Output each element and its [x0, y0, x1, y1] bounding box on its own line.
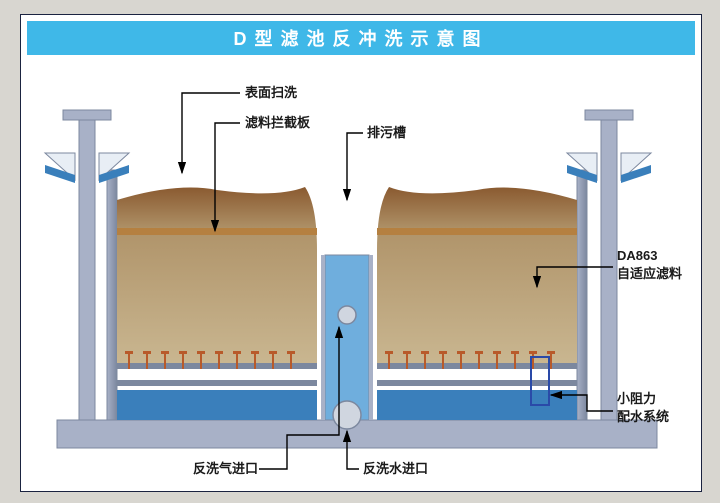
label-low_res_2: 配水系统: [617, 409, 669, 424]
label-low_res_1: 小阻力: [617, 391, 656, 406]
label-filter_baffle: 滤料拦截板: [245, 115, 311, 130]
label-water_inlet: 反洗水进口: [363, 461, 428, 476]
label-air_inlet: 反洗气进口: [193, 461, 258, 476]
label-surface_sweep: 表面扫洗: [244, 85, 297, 100]
label-da863_1: DA863: [617, 248, 657, 263]
diagram-title: D型滤池反冲洗示意图: [27, 21, 695, 55]
label-da863_2: 自适应滤料: [617, 266, 682, 281]
filter-backwash-diagram: 表面扫洗滤料拦截板排污槽 DA863 自适应滤料小阻力配水系统反洗气进口 反洗水进口: [27, 55, 695, 485]
label-drain_trough: 排污槽: [367, 125, 406, 140]
